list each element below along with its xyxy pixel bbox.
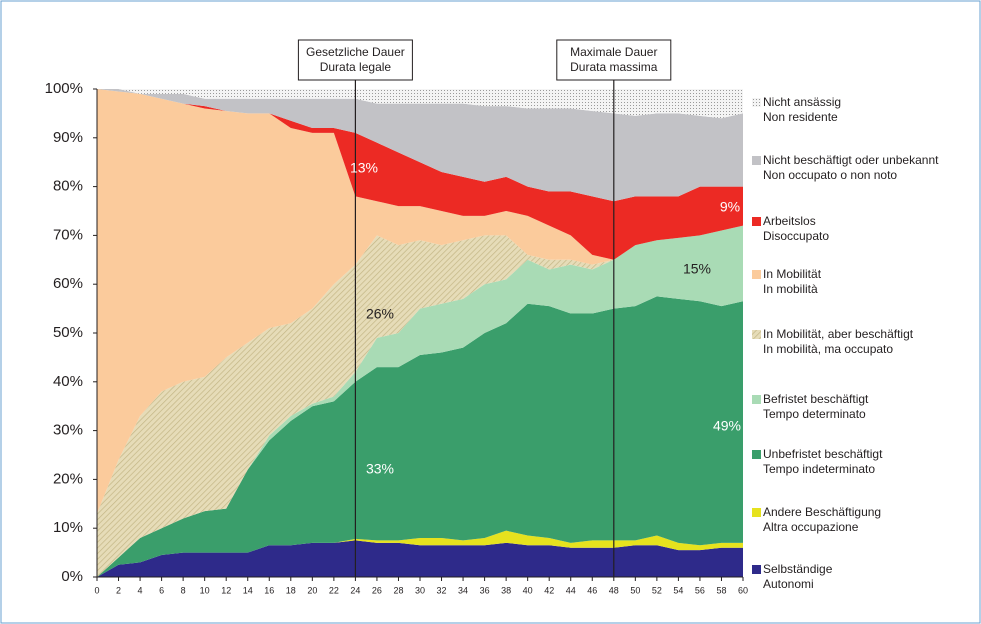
legend-label: Altra occupazione xyxy=(763,520,859,534)
x-tick-label: 14 xyxy=(243,585,253,595)
area xyxy=(97,89,743,119)
legend-label: In mobilità, ma occupato xyxy=(763,342,893,356)
x-tick-label: 2 xyxy=(116,585,121,595)
x-tick-label: 26 xyxy=(372,585,382,595)
x-tick-label: 46 xyxy=(587,585,597,595)
x-tick-label: 8 xyxy=(181,585,186,595)
area xyxy=(97,225,743,577)
annotation: 49% xyxy=(713,418,741,434)
y-tick-label: 40% xyxy=(53,373,83,390)
x-tick-label: 16 xyxy=(264,585,274,595)
x-tick-label: 20 xyxy=(307,585,317,595)
legend-swatch xyxy=(752,270,761,279)
area xyxy=(97,89,743,260)
y-tick-label: 60% xyxy=(53,275,83,292)
legend-label: In Mobilität xyxy=(763,267,822,281)
x-tick-label: 6 xyxy=(159,585,164,595)
annotation: 9% xyxy=(720,199,740,215)
x-tick-label: 52 xyxy=(652,585,662,595)
area xyxy=(97,296,743,577)
reference-label: Gesetzliche Dauer xyxy=(306,45,405,59)
legend-label: Andere Beschäftigung xyxy=(763,505,881,519)
legend-label: Selbständige xyxy=(763,562,833,576)
annotation: 15% xyxy=(683,261,711,277)
legend-swatch xyxy=(752,330,761,339)
x-tick-label: 22 xyxy=(329,585,339,595)
legend-label: Unbefristet beschäftigt xyxy=(763,447,883,461)
legend-label: In Mobilität, aber beschäftigt xyxy=(763,327,914,341)
x-tick-label: 38 xyxy=(501,585,511,595)
area xyxy=(97,530,743,577)
reference-box xyxy=(297,39,413,81)
x-tick-label: 44 xyxy=(566,585,576,595)
legend-label: Non occupato o non noto xyxy=(763,168,897,182)
legend-swatch xyxy=(752,98,761,107)
x-tick-label: 48 xyxy=(609,585,619,595)
x-tick-label: 34 xyxy=(458,585,468,595)
legend-label: Nicht beschäftigt oder unbekannt xyxy=(763,153,939,167)
x-tick-label: 40 xyxy=(523,585,533,595)
annotation: 33% xyxy=(366,461,394,477)
legend-swatch xyxy=(752,565,761,574)
legend-label: Disoccupato xyxy=(763,229,829,243)
x-tick-label: 28 xyxy=(393,585,403,595)
area xyxy=(97,540,743,577)
legend-label: Befristet beschäftigt xyxy=(763,392,869,406)
x-tick-label: 18 xyxy=(286,585,296,595)
x-tick-label: 60 xyxy=(738,585,748,595)
x-tick-label: 58 xyxy=(716,585,726,595)
legend-label: Autonomi xyxy=(763,577,814,591)
reference-label: Durata massima xyxy=(570,60,658,74)
x-tick-label: 10 xyxy=(200,585,210,595)
x-tick-label: 54 xyxy=(673,585,683,595)
legend-swatch xyxy=(752,450,761,459)
x-tick-label: 4 xyxy=(138,585,143,595)
y-tick-label: 70% xyxy=(53,226,83,243)
y-tick-label: 80% xyxy=(53,178,83,195)
x-tick-label: 50 xyxy=(630,585,640,595)
y-tick-label: 50% xyxy=(53,324,83,341)
area xyxy=(97,225,743,577)
x-tick-label: 42 xyxy=(544,585,554,595)
y-tick-label: 100% xyxy=(45,80,83,97)
y-tick-label: 90% xyxy=(53,129,83,146)
x-tick-label: 36 xyxy=(480,585,490,595)
reference-label: Maximale Dauer xyxy=(570,45,657,59)
legend-label: Tempo indeterminato xyxy=(763,462,875,476)
reference-label: Durata legale xyxy=(320,60,392,74)
x-tick-label: 56 xyxy=(695,585,705,595)
annotation: 26% xyxy=(366,306,394,322)
area xyxy=(97,89,743,514)
x-tick-label: 12 xyxy=(221,585,231,595)
legend-swatch xyxy=(752,217,761,226)
legend-label: Non residente xyxy=(763,110,838,124)
y-tick-label: 30% xyxy=(53,422,83,439)
legend-label: Arbeitslos xyxy=(763,214,816,228)
legend-label: Nicht ansässig xyxy=(763,95,841,109)
y-tick-label: 0% xyxy=(61,568,83,585)
x-tick-label: 24 xyxy=(350,585,360,595)
legend-swatch xyxy=(752,156,761,165)
x-tick-label: 32 xyxy=(437,585,447,595)
y-tick-label: 10% xyxy=(53,519,83,536)
legend-label: In mobilità xyxy=(763,282,818,296)
legend-label: Tempo determinato xyxy=(763,407,866,421)
area xyxy=(97,89,743,202)
x-tick-label: 30 xyxy=(415,585,425,595)
x-tick-label: 0 xyxy=(94,585,99,595)
annotation: 13% xyxy=(350,160,378,176)
reference-box xyxy=(556,39,672,81)
legend-swatch xyxy=(752,508,761,517)
y-tick-label: 20% xyxy=(53,470,83,487)
legend-swatch xyxy=(752,395,761,404)
